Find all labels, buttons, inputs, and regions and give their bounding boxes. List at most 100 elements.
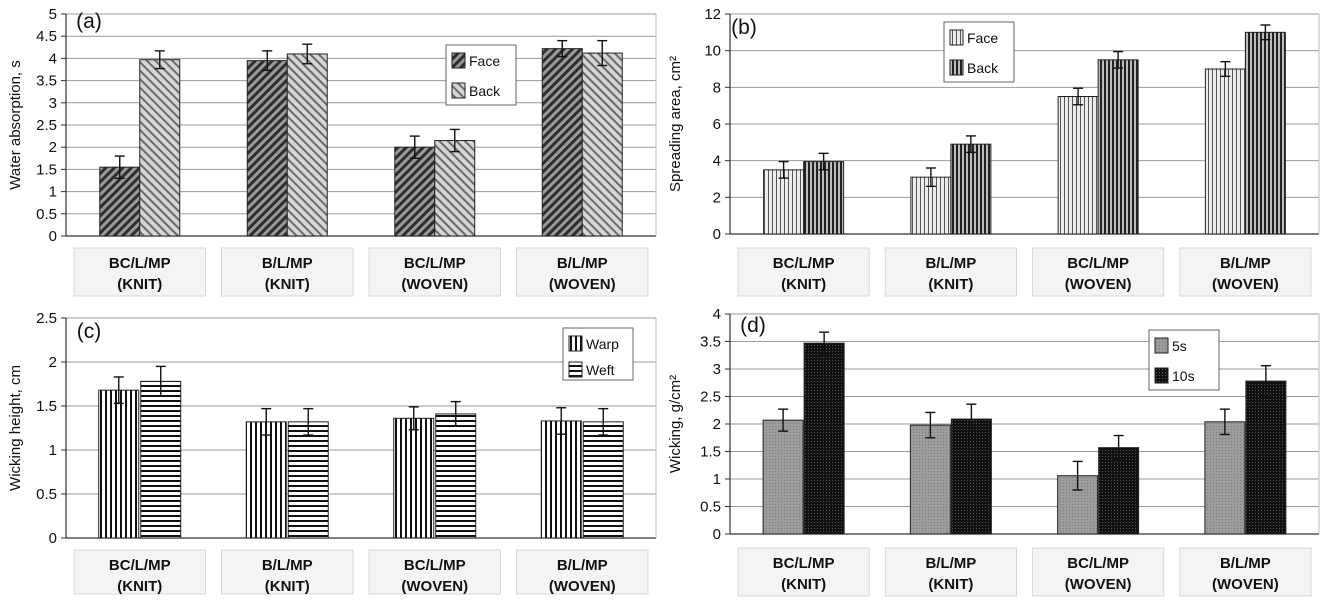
- legend-swatch-weft: [568, 361, 583, 378]
- y-tick-label: 3.5: [700, 334, 721, 351]
- x-tick-label-line2: (KNIT): [265, 578, 310, 595]
- bar-back-3: [1244, 31, 1286, 235]
- x-tick-label-line2: (WOVEN): [549, 578, 616, 595]
- category-box: [737, 547, 870, 597]
- category-box: [1032, 247, 1165, 297]
- chart-c-svg: 0 0.5 1 1.5 2 2.5 Wicking height, cm (c) BC/L/MP…: [7, 310, 657, 595]
- y-tick-label: 6: [713, 116, 721, 133]
- error-bar-back-0: [154, 50, 165, 70]
- error-bar-warp-1: [261, 407, 272, 436]
- chart-panel-b: 0 2 4 6 8 10 12 Spreading area, cm² (b) BC/L/MP (K…: [664, 0, 1327, 300]
- category-box: [516, 549, 649, 595]
- category-box: [884, 547, 1017, 597]
- x-tick-label-line2: (WOVEN): [401, 578, 468, 595]
- legend-swatch-warp: [568, 335, 583, 352]
- x-tick-label-line2: (KNIT): [265, 276, 310, 293]
- x-tick-label-line2: (WOVEN): [401, 276, 468, 293]
- bar-face-1: [246, 60, 288, 237]
- y-tick-label: 0.5: [700, 499, 721, 516]
- chart-d-svg: 0 0.5 1 1.5 2 2.5 3 3.5 4 Wicking, g/cm² (d) BC/L/M…: [667, 306, 1320, 597]
- legend-label-face: Face: [469, 53, 500, 69]
- bar-warp-1: [245, 421, 287, 539]
- y-axis-title: Wicking height, cm: [7, 365, 24, 491]
- category-box: [1179, 547, 1312, 597]
- x-tick-label-line2: (WOVEN): [549, 276, 616, 293]
- bar-back-3: [581, 52, 623, 237]
- y-tick-label: 0: [713, 526, 721, 543]
- legend-label-back: Back: [469, 83, 501, 99]
- legend-swatch-back: [451, 82, 466, 99]
- y-tick-label: 4: [713, 306, 721, 323]
- y-tick-label: 4: [713, 153, 721, 170]
- y-tick-label: 1: [49, 442, 57, 459]
- error-bar-face-1: [262, 50, 273, 72]
- x-tick-label-line1: B/L/MP: [1220, 255, 1271, 272]
- x-tick-label-line1: BC/L/MP: [109, 255, 171, 272]
- y-tick-label: 2.5: [700, 389, 721, 406]
- category-box: [221, 247, 354, 297]
- y-tick-label: 0: [49, 228, 57, 245]
- bar-warp-3: [540, 420, 582, 539]
- error-bar-warp-3: [556, 407, 567, 435]
- error-bar-10s-2: [1113, 434, 1124, 461]
- y-tick-label: 2.5: [36, 310, 57, 327]
- error-bar-weft-0: [155, 365, 166, 398]
- bar-10s-2: [1098, 447, 1140, 535]
- y-tick-label: 2: [49, 139, 57, 156]
- legend-label-back: Back: [967, 60, 999, 76]
- y-axis-title: Spreading area, cm²: [667, 56, 684, 192]
- error-bar-weft-1: [303, 407, 314, 436]
- bar-face-3: [541, 48, 583, 237]
- bar-back-0: [139, 59, 181, 237]
- y-axis-title: Water absorption, s: [7, 60, 24, 190]
- y-tick-label: 2: [713, 416, 721, 433]
- x-tick-label-line2: (KNIT): [928, 276, 973, 293]
- x-tick-label-line1: BC/L/MP: [1067, 555, 1129, 572]
- chart-panel-d: 0 0.5 1 1.5 2 2.5 3 3.5 4 Wicking, g/cm² (d) BC/L/M…: [664, 300, 1327, 598]
- error-bar-5s-1: [925, 411, 936, 439]
- category-box: [368, 247, 501, 297]
- x-tick-label-line1: BC/L/MP: [404, 255, 466, 272]
- y-tick-label: 0.5: [36, 206, 57, 223]
- legend-swatch-back: [949, 59, 964, 76]
- bar-back-2: [434, 140, 476, 237]
- y-tick-label: 3: [49, 95, 57, 112]
- y-tick-label: 4.5: [36, 28, 57, 45]
- chart-panel-a: 0 0.5 1 1.5 2 2.5 3 3.5 4 4.5 5 Water absorption, s…: [0, 0, 664, 300]
- bar-warp-2: [393, 417, 435, 539]
- bar-10s-0: [803, 342, 845, 535]
- category-box: [884, 247, 1017, 297]
- error-bar-10s-3: [1260, 364, 1271, 398]
- error-bar-back-0: [818, 152, 829, 171]
- x-tick-label-line2: (WOVEN): [1065, 276, 1132, 293]
- legend-swatch-face: [949, 29, 964, 46]
- error-bar-face-2: [1073, 87, 1084, 106]
- y-tick-label: 1.5: [700, 444, 721, 461]
- bar-back-2: [1097, 59, 1139, 235]
- bar-weft-0: [140, 380, 182, 539]
- x-tick-label-line2: (KNIT): [117, 276, 162, 293]
- y-tick-label: 5: [49, 6, 57, 23]
- y-tick-label: 0: [713, 226, 721, 243]
- bar-5s-2: [1057, 475, 1099, 535]
- legend-label-weft: Weft: [586, 362, 615, 378]
- y-tick-label: 3: [713, 361, 721, 378]
- error-bar-face-1: [925, 167, 936, 188]
- error-bar-warp-2: [408, 406, 419, 431]
- category-box: [368, 549, 501, 595]
- bar-face-3: [1204, 68, 1246, 235]
- y-tick-label: 0: [49, 530, 57, 547]
- bar-face-2: [1057, 96, 1099, 235]
- legend-label-warp: Warp: [586, 336, 619, 352]
- error-bar-back-1: [965, 135, 976, 154]
- y-tick-label: 12: [704, 6, 721, 23]
- x-tick-label-line2: (KNIT): [117, 578, 162, 595]
- x-tick-label-line2: (WOVEN): [1212, 576, 1279, 593]
- error-bar-5s-0: [778, 408, 789, 432]
- error-bar-face-3: [1220, 60, 1231, 78]
- x-tick-label-line1: BC/L/MP: [1067, 255, 1129, 272]
- bar-10s-1: [950, 418, 992, 535]
- panel-label: (b): [731, 16, 757, 39]
- y-tick-label: 1.5: [36, 398, 57, 415]
- error-bar-face-3: [557, 39, 568, 58]
